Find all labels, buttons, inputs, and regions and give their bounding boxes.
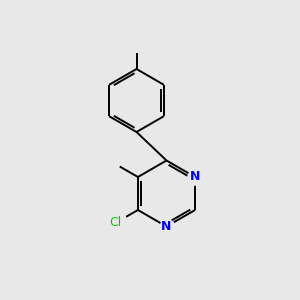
- Text: N: N: [190, 170, 200, 184]
- Text: Cl: Cl: [110, 216, 122, 229]
- Text: N: N: [161, 220, 172, 233]
